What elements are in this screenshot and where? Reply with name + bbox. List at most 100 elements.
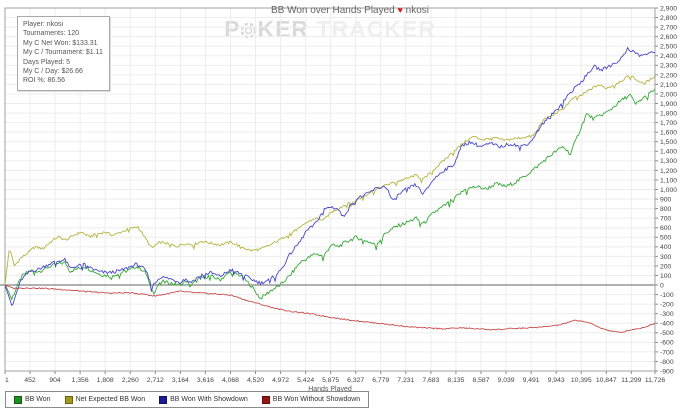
y-axis-label: 1,000: [660, 187, 677, 194]
y-axis-label: 400: [660, 244, 672, 251]
x-axis-label: 1,356: [72, 377, 89, 384]
x-axis-label: 9,943: [548, 377, 565, 384]
y-axis-label: 2,500: [660, 44, 677, 51]
series-line-bb-won: [4, 88, 656, 301]
x-axis-label: 5,875: [322, 377, 339, 384]
stats-line: Player: nkosi: [23, 21, 64, 28]
x-axis-label: 11,726: [645, 377, 666, 384]
x-axis-label: 3,164: [172, 377, 189, 384]
x-axis-label: 5,424: [297, 377, 314, 384]
stats-line: My C / Day: $26.66: [23, 68, 83, 76]
stats-line: My C / Tournament: $1.11: [23, 49, 103, 57]
y-axis-label: 2,800: [660, 15, 677, 22]
y-axis-label: -100: [660, 292, 674, 299]
series-line-bb-won-without-showdown: [4, 284, 656, 334]
y-axis-label: 500: [660, 235, 672, 242]
stats-line: Days Played: 5: [23, 58, 71, 66]
y-axis-label: 2,400: [660, 53, 677, 60]
y-axis-label: -700: [660, 349, 674, 356]
stats-line: Tournaments: 120: [23, 30, 80, 38]
stats-line: My C Net Won: $133.31: [23, 39, 98, 47]
y-axis-label: 100: [660, 273, 672, 280]
legend-label: BB Won: [25, 396, 51, 403]
y-axis-label: 1,300: [660, 158, 677, 165]
x-axis-label: 9,491: [523, 377, 540, 384]
legend-swatch-icon: [159, 395, 168, 404]
x-axis-label: 7,231: [397, 377, 414, 384]
x-axis-label: 2,260: [122, 377, 139, 384]
x-axis-label: 2,712: [147, 377, 164, 384]
y-axis-label: 1,700: [660, 120, 677, 127]
legend-label: BB Won Without Showdown: [272, 396, 361, 403]
y-axis-label: 200: [660, 263, 672, 270]
y-axis-label: 2,000: [660, 91, 677, 98]
y-axis-label: -300: [660, 311, 674, 318]
watermark-poker-ker: KER: [257, 16, 310, 42]
legend-item[interactable]: BB Won With Showdown: [159, 395, 248, 404]
plot-border: [4, 7, 656, 372]
y-axis-label: -200: [660, 302, 674, 309]
y-axis-label: -400: [660, 321, 674, 328]
chart-legend: BB Won Net Expected BB Won BB Won With Sho…: [5, 391, 370, 408]
y-axis-label: 600: [660, 225, 672, 232]
y-axis-label: 1,900: [660, 101, 677, 108]
watermark-tracker: TRACKER: [316, 16, 436, 42]
watermark-poker-p: P: [224, 16, 241, 42]
legend-swatch-icon: [261, 395, 270, 404]
session-stats-box: Player: nkosi Tournaments: 120 My C Net Wo…: [17, 16, 110, 91]
legend-swatch-icon: [14, 395, 22, 404]
x-axis-label: 10,847: [596, 377, 617, 384]
legend-item[interactable]: BB Won: [14, 395, 51, 404]
legend-label: Net Expected BB Won: [75, 396, 146, 403]
x-axis-label: 8,135: [447, 377, 464, 384]
x-axis-label: 4,972: [272, 377, 289, 384]
y-axis-label: -600: [660, 340, 674, 347]
heart-suit-icon: ♥: [397, 5, 403, 15]
y-axis-label: -800: [660, 359, 674, 366]
x-axis-label: 4,520: [247, 377, 264, 384]
y-axis-label: 1,400: [660, 149, 677, 156]
window-title: BB Won over Hands Played ♥ nkosi: [0, 0, 700, 18]
window-title-suffix: nkosi: [405, 5, 430, 16]
x-axis-label: 452: [24, 377, 36, 384]
x-axis-label: 6,327: [347, 377, 364, 384]
legend-swatch-icon: [64, 395, 73, 404]
series-line-bb-won-with-showdown: [4, 46, 656, 307]
x-axis-label: 1: [5, 377, 9, 384]
y-axis-label: 900: [660, 196, 672, 203]
x-axis-label: 7,683: [422, 377, 439, 384]
window-title-text: BB Won over Hands Played: [270, 5, 395, 16]
y-axis-label: 1,200: [660, 168, 677, 175]
y-axis-label: 700: [660, 216, 672, 223]
y-axis-label: 800: [660, 206, 672, 213]
x-axis-label: 10,395: [571, 377, 592, 384]
y-axis-label: 2,300: [660, 63, 677, 70]
y-axis-label: 1,100: [660, 177, 677, 184]
legend-label: BB Won With Showdown: [170, 396, 248, 403]
legend-item[interactable]: Net Expected BB Won: [64, 395, 146, 404]
y-axis-label: 2,100: [660, 82, 677, 89]
x-axis-label: 8,587: [472, 377, 489, 384]
y-axis-label: 0: [660, 282, 664, 289]
x-axis-label: 3,616: [197, 377, 214, 384]
x-axis-label: 9,039: [498, 377, 515, 384]
x-axis-label: 1,808: [97, 377, 114, 384]
pokertracker-watermark: P KER TRACKER: [0, 16, 660, 43]
x-axis-label: 4,068: [222, 377, 239, 384]
y-axis-label: -500: [660, 330, 674, 337]
y-axis-label: 1,500: [660, 139, 677, 146]
x-axis-label: 904: [49, 377, 61, 384]
y-axis-label: 1,600: [660, 130, 677, 137]
x-axis-label: 6,779: [372, 377, 389, 384]
y-axis-label: 1,800: [660, 110, 677, 117]
legend-item[interactable]: BB Won Without Showdown: [261, 395, 361, 404]
x-axis-label: 11,299: [621, 377, 642, 384]
x-axis-title: Hands Played: [308, 386, 352, 393]
y-axis-label: 2,700: [660, 25, 677, 32]
y-axis-label: 2,900: [660, 5, 677, 12]
y-axis-label: 300: [660, 254, 672, 261]
y-axis-label: -900: [660, 368, 674, 375]
y-axis-label: 2,600: [660, 34, 677, 41]
